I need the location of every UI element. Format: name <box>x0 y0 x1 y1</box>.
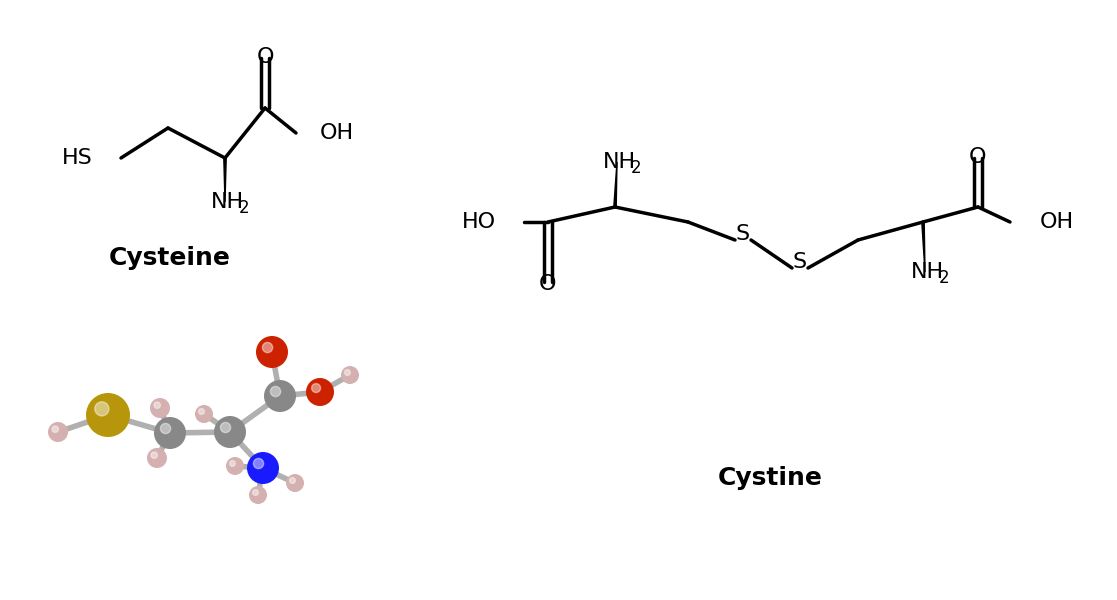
Circle shape <box>270 386 280 397</box>
Circle shape <box>154 402 161 409</box>
Circle shape <box>195 405 213 423</box>
Text: 2: 2 <box>239 199 249 217</box>
Text: Cysteine: Cysteine <box>109 246 231 270</box>
Circle shape <box>286 474 304 492</box>
Circle shape <box>264 380 296 412</box>
Circle shape <box>262 343 273 353</box>
Text: HO: HO <box>461 212 496 232</box>
Circle shape <box>220 422 230 433</box>
Circle shape <box>147 448 168 468</box>
Text: O: O <box>970 147 986 167</box>
Circle shape <box>254 458 264 469</box>
Circle shape <box>249 486 267 504</box>
Polygon shape <box>922 222 925 272</box>
Circle shape <box>161 424 171 434</box>
Circle shape <box>341 366 359 384</box>
Circle shape <box>230 461 236 466</box>
Circle shape <box>86 393 130 437</box>
Text: 2: 2 <box>630 159 641 177</box>
Text: O: O <box>256 47 274 67</box>
Polygon shape <box>614 162 617 207</box>
Circle shape <box>247 452 279 484</box>
Text: NH: NH <box>210 192 244 212</box>
Circle shape <box>226 457 244 475</box>
Text: HS: HS <box>63 148 93 168</box>
Circle shape <box>199 409 204 415</box>
Polygon shape <box>223 158 227 202</box>
Circle shape <box>150 398 170 418</box>
Text: NH: NH <box>602 152 636 172</box>
Text: O: O <box>540 274 556 294</box>
Circle shape <box>289 478 295 484</box>
Text: OH: OH <box>319 123 354 143</box>
Circle shape <box>312 383 321 392</box>
Text: Cystine: Cystine <box>717 466 822 490</box>
Text: NH: NH <box>910 262 944 282</box>
Circle shape <box>214 416 246 448</box>
Circle shape <box>256 336 288 368</box>
Circle shape <box>252 490 258 496</box>
Text: S: S <box>793 252 808 272</box>
Circle shape <box>95 402 108 416</box>
Text: OH: OH <box>1040 212 1075 232</box>
Circle shape <box>52 426 58 433</box>
Circle shape <box>306 378 334 406</box>
Circle shape <box>151 452 157 458</box>
Circle shape <box>154 417 187 449</box>
Circle shape <box>345 370 351 376</box>
Text: 2: 2 <box>938 269 949 287</box>
Circle shape <box>48 422 68 442</box>
Text: S: S <box>736 224 750 244</box>
